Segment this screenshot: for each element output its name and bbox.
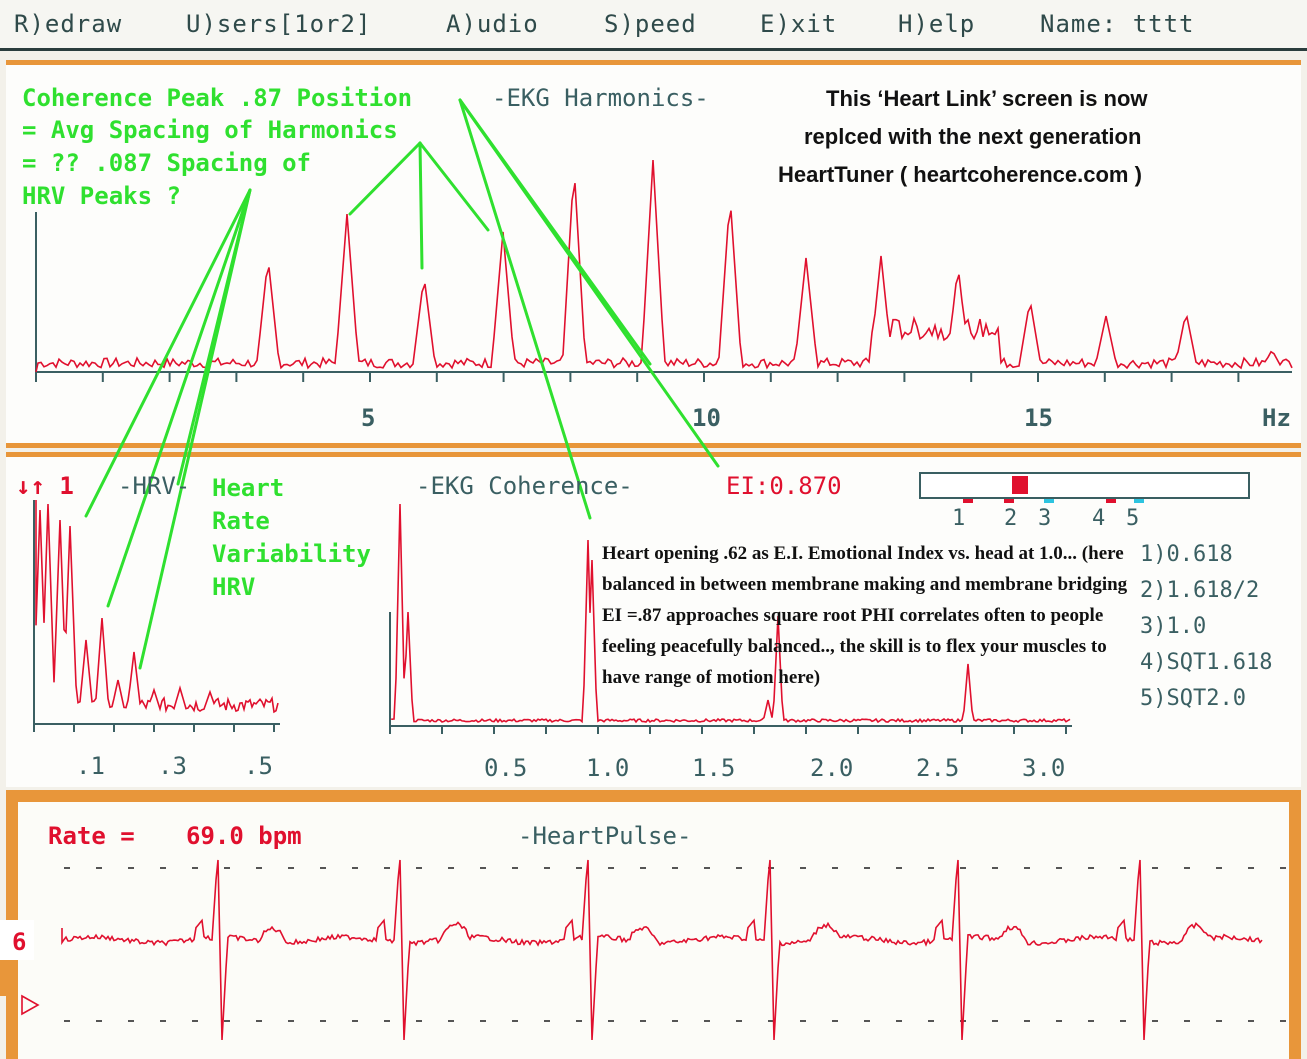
pulse-title: -HeartPulse- xyxy=(518,822,692,850)
harmonics-annotation-line-2: = Avg Spacing of Harmonics xyxy=(22,116,398,144)
ei-scale-bar xyxy=(919,472,1250,499)
menu-exit[interactable]: E)xit xyxy=(760,10,838,38)
hrv-tick-marks xyxy=(33,724,275,732)
coherence-tick-label: 0.5 xyxy=(484,754,528,782)
hrv-tick-label: .1 xyxy=(76,752,105,780)
harmonics-annotation-line-1: Coherence Peak .87 Position xyxy=(22,84,413,112)
ei-scale-marker-label: 5 xyxy=(1126,506,1140,531)
pulse-scale-marker xyxy=(0,920,34,960)
harmonics-tick-label: 10 xyxy=(692,404,721,432)
harmonics-axes xyxy=(35,212,1292,373)
menu-speed[interactable]: S)peed xyxy=(604,10,697,38)
hrv-annotation-line-1: Heart xyxy=(212,474,285,502)
ekg-harmonics-panel xyxy=(6,60,1301,448)
harmonics-unit-label: Hz xyxy=(1262,404,1291,432)
coherence-title: -EKG Coherence- xyxy=(416,472,633,500)
menu-bar: R)edraw U)sers[1or2] A)udio S)peed E)xit… xyxy=(0,0,1307,51)
ei-scale-ticks xyxy=(963,499,1144,503)
ei-reference-2: 2)1.618/2 xyxy=(1140,578,1260,603)
pulse-pointer-icon xyxy=(21,994,40,1016)
coherence-tick-label: 3.0 xyxy=(1022,754,1066,782)
hrv-user-indicator: ↓↑ 1 xyxy=(16,472,74,500)
menu-users[interactable]: U)sers[1or2] xyxy=(186,10,372,38)
ei-reference-4: 4)SQT1.618 xyxy=(1140,650,1273,675)
harmonics-tick-label: 5 xyxy=(361,404,376,432)
coherence-axes xyxy=(389,612,1072,727)
heart-pulse-trace xyxy=(61,859,1263,1041)
hrv-annotation-line-3: Variability xyxy=(212,540,371,568)
menu-audio[interactable]: A)udio xyxy=(446,10,539,38)
annotation-lines xyxy=(84,98,720,670)
hrv-trace xyxy=(35,500,279,714)
menu-redraw[interactable]: R)edraw xyxy=(14,10,123,38)
ei-reference-5: 5)SQT2.0 xyxy=(1140,686,1246,711)
harmonics-annotation-line-4: HRV Peaks ? xyxy=(22,182,181,210)
ekg-harmonics-trace xyxy=(35,159,1293,373)
user-name-label: Name: tttt xyxy=(1040,10,1195,38)
coherence-tick-label: 2.0 xyxy=(810,754,854,782)
ei-value-label: EI:0.870 xyxy=(726,472,842,500)
notice-line-1: This ‘Heart Link’ screen is now xyxy=(826,86,1148,111)
ei-scale-marker-label: 3 xyxy=(1038,506,1052,531)
hrv-tick-label: .5 xyxy=(244,752,273,780)
coherence-tick-label: 2.5 xyxy=(916,754,960,782)
coherence-tick-label: 1.5 xyxy=(692,754,736,782)
hrv-annotation-line-2: Rate xyxy=(212,507,270,535)
ei-reference-1: 1)0.618 xyxy=(1140,542,1233,567)
pulse-rate-value: 69.0 bpm xyxy=(186,822,302,850)
hrv-annotation-line-4: HRV xyxy=(212,573,256,601)
pulse-left-stub xyxy=(0,960,16,996)
ei-scale-marker-label: 2 xyxy=(1004,506,1018,531)
notice-line-2: replced with the next generation xyxy=(804,124,1142,149)
harmonics-title: -EKG Harmonics- xyxy=(492,84,709,112)
ei-scale-marker-label: 1 xyxy=(952,506,966,531)
pulse-rate-label: Rate = xyxy=(48,822,135,850)
notice-line-3: HeartTuner ( heartcoherence.com ) xyxy=(778,162,1142,187)
harmonics-tick-label: 15 xyxy=(1024,404,1053,432)
ei-scale-marker-label: 4 xyxy=(1092,506,1106,531)
ei-scale-pointer xyxy=(1012,476,1028,494)
hrv-tick-label: .3 xyxy=(158,752,187,780)
harmonics-tick-marks xyxy=(35,372,1240,382)
coherence-tick-marks xyxy=(389,726,1067,734)
pulse-scale-value: 6 xyxy=(12,928,27,956)
harmonics-annotation-line-3: = ?? .087 Spacing of xyxy=(22,149,311,177)
hrv-coherence-panel xyxy=(6,452,1301,787)
ei-reference-3: 3)1.0 xyxy=(1140,614,1207,639)
ekg-coherence-trace xyxy=(391,503,1071,724)
hrv-title: -HRV- xyxy=(118,472,191,500)
coherence-explanation-note: Heart opening .62 as E.I. Emotional Inde… xyxy=(602,543,1128,688)
coherence-tick-label: 1.0 xyxy=(586,754,630,782)
menu-help[interactable]: H)elp xyxy=(898,10,976,38)
